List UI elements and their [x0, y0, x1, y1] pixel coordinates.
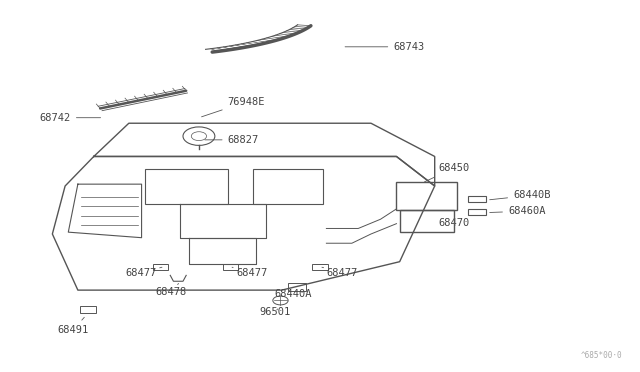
Text: 68460A: 68460A [490, 206, 545, 216]
Text: 68477: 68477 [125, 267, 162, 278]
Text: ^685*00·0: ^685*00·0 [581, 351, 623, 360]
Text: 76948E: 76948E [202, 97, 265, 117]
Text: 96501: 96501 [259, 307, 291, 317]
Bar [468, 209, 486, 215]
Text: 68742: 68742 [40, 113, 100, 123]
Text: 68440A: 68440A [274, 289, 312, 299]
Text: 68450: 68450 [424, 163, 469, 182]
Bar [81, 307, 96, 313]
Text: 68491: 68491 [58, 317, 89, 335]
Text: 68827: 68827 [205, 135, 259, 145]
Text: 68743: 68743 [345, 42, 424, 52]
Text: 68477: 68477 [322, 267, 358, 278]
Bar [312, 263, 328, 270]
Bar [153, 263, 168, 270]
Bar [145, 169, 228, 205]
Text: 68477: 68477 [232, 267, 267, 278]
Bar [399, 210, 454, 232]
Text: 68440B: 68440B [490, 190, 550, 200]
Bar [396, 182, 457, 210]
Text: 68470: 68470 [438, 218, 469, 228]
Bar [288, 283, 306, 291]
Bar [468, 196, 486, 202]
Bar [253, 169, 323, 205]
Bar [223, 263, 239, 270]
Text: 68478: 68478 [156, 283, 187, 297]
